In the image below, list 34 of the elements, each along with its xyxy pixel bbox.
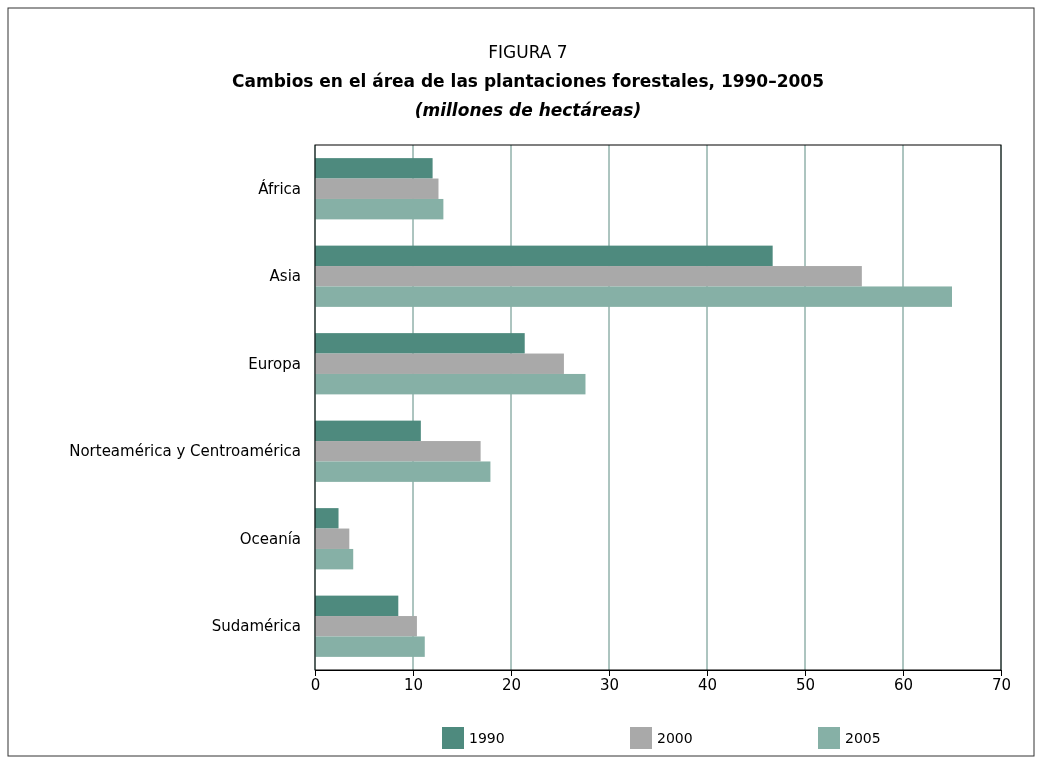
x-tick-label: 30: [599, 675, 620, 694]
bar: [315, 595, 399, 617]
bar: [315, 353, 564, 374]
bar: [315, 441, 481, 462]
x-tick-label: 70: [991, 675, 1012, 694]
chart-title: FIGURA 7: [488, 42, 568, 62]
bar: [315, 616, 417, 637]
x-tick-label: 10: [403, 675, 424, 694]
y-tick-label: África: [258, 178, 301, 198]
bar: [315, 508, 339, 529]
y-tick-label: Europa: [248, 354, 301, 373]
legend-label: 1990: [469, 730, 505, 746]
bar: [315, 266, 862, 287]
bar: [315, 528, 350, 549]
legend-label: 2000: [657, 730, 693, 746]
x-tick-label: 50: [795, 675, 816, 694]
x-tick-label: 0: [310, 675, 321, 694]
bar: [315, 461, 491, 482]
bar: [315, 548, 354, 570]
chart-subtitle: Cambios en el área de las plantaciones forestales, 1990–2005: [231, 71, 825, 91]
y-tick-label: Norteamérica y Centroamérica: [69, 442, 301, 461]
y-tick-label: Asia: [269, 267, 301, 286]
x-tick-label: 60: [893, 675, 914, 694]
y-tick-label: Sudamérica: [211, 617, 301, 636]
bar: [315, 178, 439, 199]
y-tick-label: Oceanía: [239, 529, 301, 548]
x-tick-label: 40: [697, 675, 718, 694]
bar: [315, 373, 586, 395]
legend-label: 2005: [845, 730, 881, 746]
bar: [315, 198, 444, 220]
bar: [315, 286, 952, 307]
bar: [315, 636, 425, 657]
x-tick-label: 20: [501, 675, 522, 694]
text: (millones de hectáreas): [414, 100, 642, 120]
